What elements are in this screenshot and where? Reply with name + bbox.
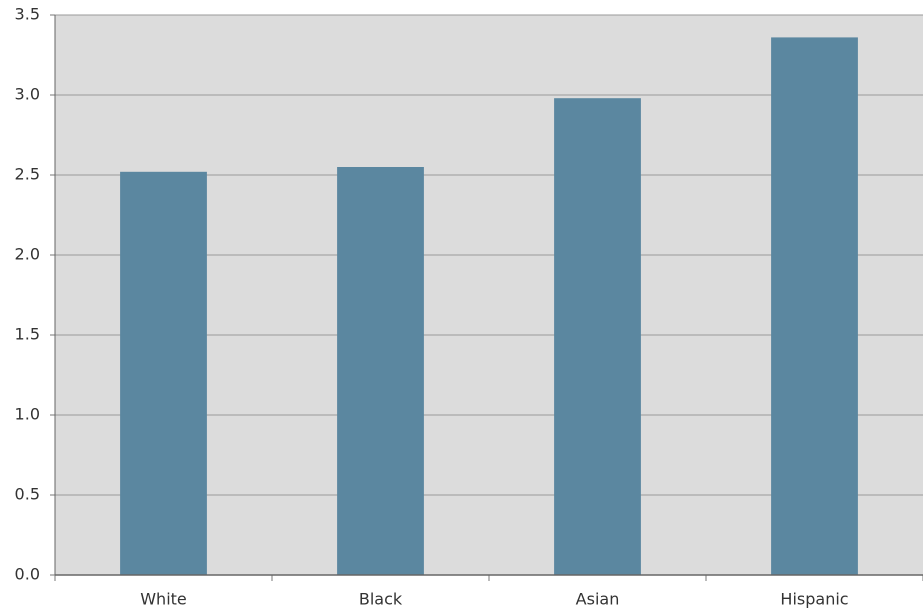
y-tick-label: 3.5 (15, 5, 40, 24)
bar (554, 98, 641, 575)
y-tick-label: 3.0 (15, 85, 40, 104)
x-tick-label: Asian (576, 590, 620, 609)
bar (337, 167, 424, 575)
x-tick-label: Black (359, 590, 403, 609)
y-tick-label: 2.5 (15, 165, 40, 184)
y-tick-label: 2.0 (15, 245, 40, 264)
x-tick-label: Hispanic (780, 590, 848, 609)
y-tick-label: 1.0 (15, 405, 40, 424)
y-tick-label: 1.5 (15, 325, 40, 344)
y-tick-label: 0.5 (15, 485, 40, 504)
bar (120, 171, 207, 576)
bar (771, 37, 858, 575)
x-tick-label: White (140, 590, 187, 609)
y-tick-label: 0.0 (15, 565, 40, 584)
